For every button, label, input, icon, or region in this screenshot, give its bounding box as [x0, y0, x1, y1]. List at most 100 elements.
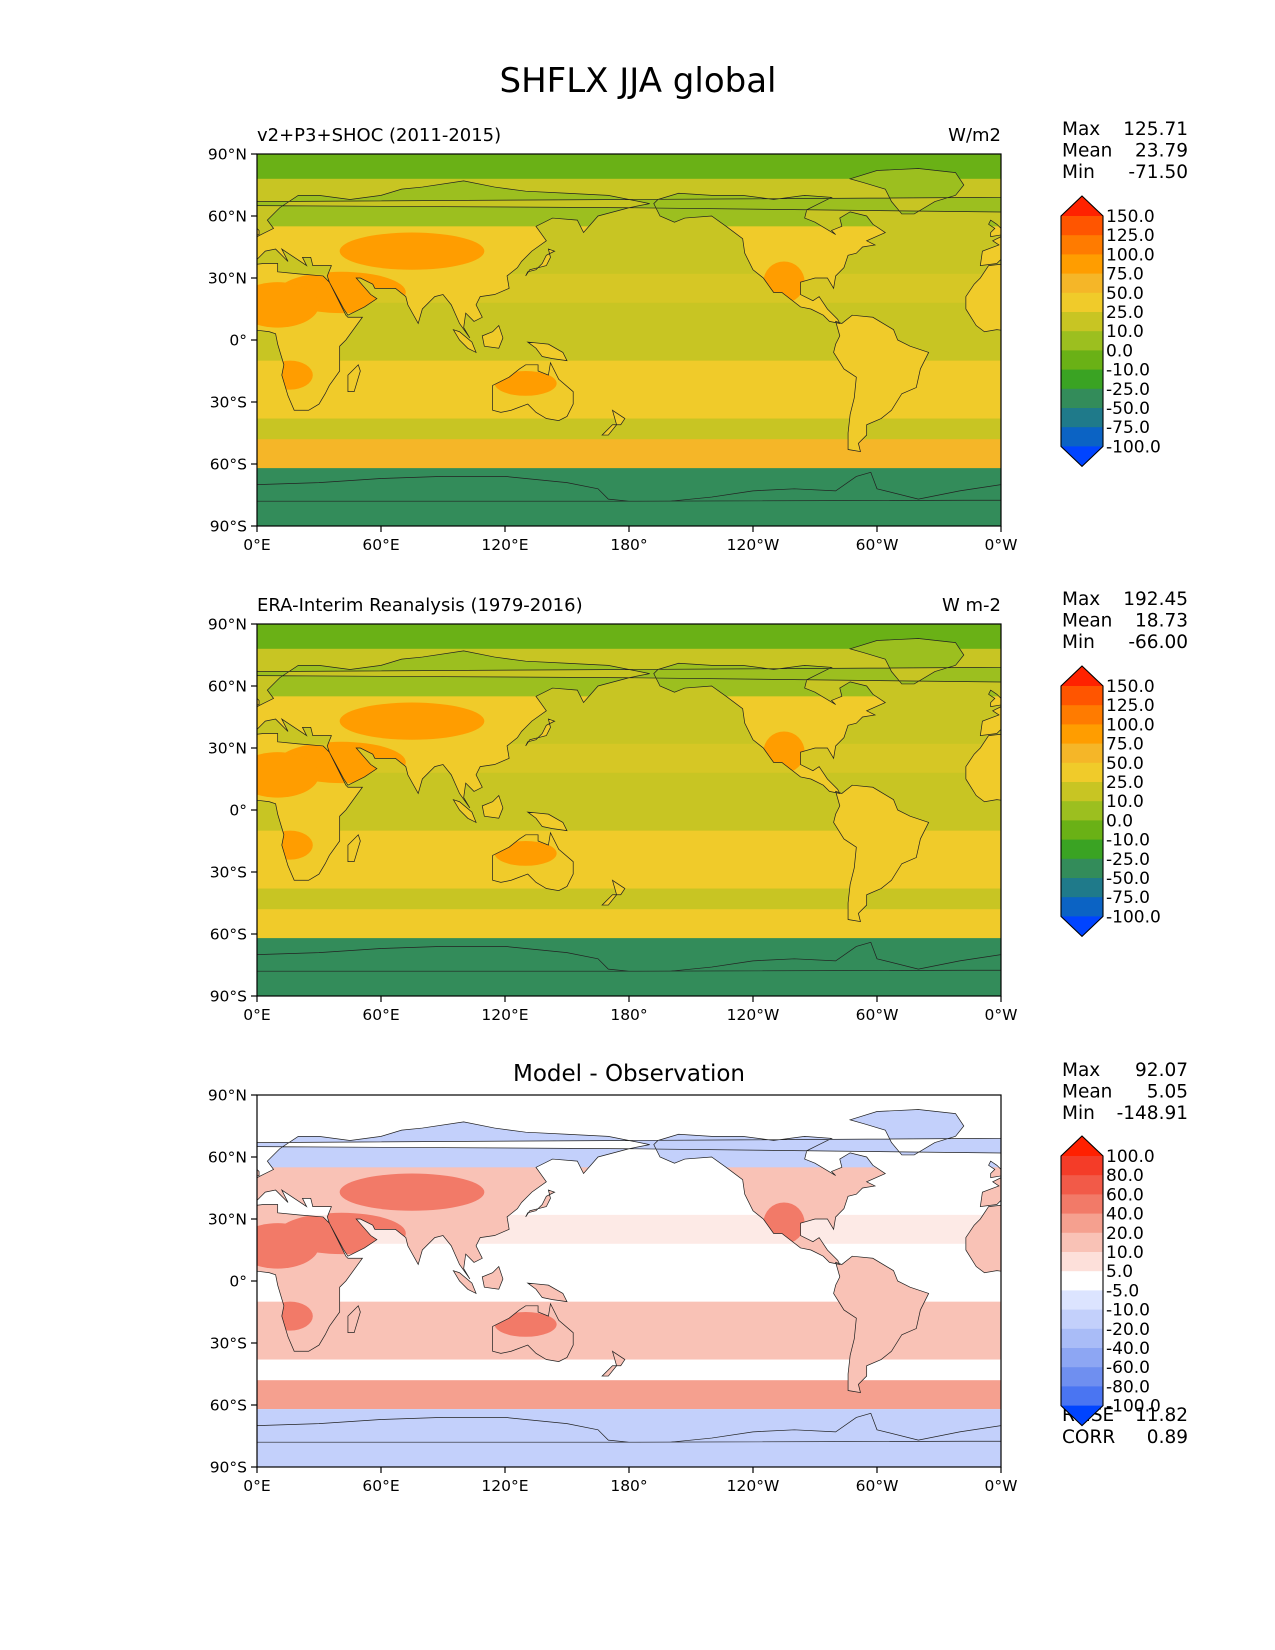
colorbar-label: 100.0 — [1106, 245, 1155, 265]
x-tick-label: 120°E — [481, 536, 528, 554]
colorbar-segment — [1061, 350, 1103, 370]
colorbar-label: -10.0 — [1106, 361, 1150, 381]
x-tick-label: 0°E — [243, 536, 270, 554]
colorbar-label: 10.0 — [1106, 1243, 1144, 1263]
map-area-observation — [257, 624, 1001, 996]
colorbar-segment — [1061, 1309, 1103, 1330]
colorbar-label: -10.0 — [1106, 831, 1150, 851]
stat-label: Min — [1062, 1103, 1095, 1124]
x-tick-label: 60°E — [362, 1477, 399, 1495]
colorbar-segment — [1061, 1348, 1103, 1368]
colorbar-label: 100.0 — [1106, 715, 1155, 735]
colorbar-extend-min — [1061, 916, 1103, 937]
right-title-model: W/m2 — [948, 125, 1001, 146]
y-tick-label: 90°S — [210, 518, 247, 536]
colorbar-segment — [1061, 743, 1103, 764]
y-tick-label: 90°S — [210, 1459, 247, 1477]
stat-label: Mean — [1062, 611, 1112, 632]
field-observation — [257, 624, 1001, 996]
x-tick-label: 0°W — [985, 536, 1018, 554]
colorbar-segment — [1061, 1328, 1103, 1349]
colorbar-label: 0.0 — [1106, 341, 1133, 361]
extra-stat-value: 11.82 — [1135, 1405, 1188, 1426]
colorbar-segment — [1061, 897, 1103, 917]
y-tick-label: 30°N — [208, 740, 247, 758]
colorbar-label: 0.0 — [1106, 811, 1133, 831]
colorbar-segment — [1061, 1175, 1103, 1195]
panel-model: v2+P3+SHOC (2011-2015) W/m2 0°E 60°E 120°E… — [208, 119, 1188, 555]
colorbar-segment — [1061, 1213, 1103, 1234]
y-tick-label: 30°S — [210, 394, 247, 412]
stat-value: 192.45 — [1123, 589, 1188, 610]
colorbar-label: 25.0 — [1106, 773, 1144, 793]
field-difference — [257, 1095, 1001, 1467]
colorbar-segment — [1061, 1290, 1103, 1310]
colorbar-label: 40.0 — [1106, 1205, 1144, 1225]
colorbar-segment — [1061, 292, 1103, 313]
colorbar-label: 25.0 — [1106, 303, 1144, 323]
colorbar-extend-min — [1061, 1405, 1103, 1426]
stat-label: Max — [1062, 1060, 1100, 1081]
y-tick-label: 60°S — [210, 1397, 247, 1415]
stat-value: -148.91 — [1117, 1103, 1188, 1124]
colorbar-label: -60.0 — [1106, 1358, 1150, 1378]
y-tick-label: 0° — [229, 802, 247, 820]
colorbar-segment — [1061, 1194, 1103, 1214]
colorbar-label: 80.0 — [1106, 1166, 1144, 1186]
colorbar-label: 75.0 — [1106, 265, 1144, 285]
colorbar-segment — [1061, 331, 1103, 351]
colorbar-label: -25.0 — [1106, 380, 1150, 400]
colorbar-model: 150.0125.0100.075.050.025.010.00.0-10.0-… — [1060, 195, 1161, 468]
stat-label: Mean — [1062, 141, 1112, 162]
panel-observation: ERA-Interim Reanalysis (1979-2016) W m-2… — [208, 589, 1188, 1024]
colorbar-observation: 150.0125.0100.075.050.025.010.00.0-10.0-… — [1060, 665, 1161, 938]
y-tick-label: 60°S — [210, 456, 247, 474]
colorbar-segment — [1061, 273, 1103, 294]
extra-stat-value: 0.89 — [1147, 1427, 1188, 1448]
colorbar-segment — [1061, 839, 1103, 860]
colorbar-segment — [1061, 369, 1103, 390]
stat-value: -71.50 — [1128, 162, 1188, 183]
map-area-model — [257, 154, 1001, 526]
colorbar-label: -100.0 — [1106, 437, 1161, 457]
x-tick-label: 120°E — [481, 1477, 528, 1495]
colorbar-label: 100.0 — [1106, 1147, 1155, 1167]
stat-label: Min — [1062, 632, 1095, 653]
stat-value: 92.07 — [1135, 1060, 1188, 1081]
colorbar-segment — [1061, 427, 1103, 447]
y-tick-label: 60°N — [208, 1149, 247, 1167]
y-tick-label: 30°N — [208, 270, 247, 288]
x-tick-label: 120°W — [727, 1477, 780, 1495]
y-tick-label: 30°S — [210, 864, 247, 882]
x-tick-label: 60°W — [856, 1006, 899, 1024]
colorbar-segment — [1061, 1252, 1103, 1272]
stat-label: Max — [1062, 589, 1100, 610]
x-tick-label: 120°E — [481, 1006, 528, 1024]
stat-label: Min — [1062, 162, 1095, 183]
colorbar-segment — [1061, 705, 1103, 725]
stat-value: 23.79 — [1135, 141, 1188, 162]
colorbar-extend-max — [1061, 196, 1103, 216]
colorbar-segment — [1061, 1156, 1103, 1176]
colorbar-label: -25.0 — [1106, 850, 1150, 870]
colorbar-label: -40.0 — [1106, 1339, 1150, 1359]
colorbar-segment — [1061, 254, 1103, 274]
stat-value: 125.71 — [1123, 119, 1188, 140]
colorbar-segment — [1061, 724, 1103, 744]
y-tick-label: 90°N — [208, 1087, 247, 1105]
colorbar-segment — [1061, 782, 1103, 802]
x-tick-label: 60°W — [856, 536, 899, 554]
panel-difference: Model - Observation 0°E 60°E 120°E 180° 120°… — [208, 1060, 1188, 1495]
y-tick-label: 60°N — [208, 678, 247, 696]
colorbar-label: 10.0 — [1106, 792, 1144, 812]
colorbar-extend-max — [1061, 1136, 1103, 1156]
stats-difference: Max92.07Mean5.05Min-148.91RMSE11.82CORR0… — [1062, 1060, 1188, 1448]
stat-value: 18.73 — [1135, 611, 1188, 632]
x-tick-label: 60°W — [856, 1477, 899, 1495]
colorbar-segment — [1061, 820, 1103, 840]
axis-ticks-model: 0°E 60°E 120°E 180° 120°W 60°W 0°W 90°N 60°N 30°N… — [208, 146, 1018, 555]
colorbar-label: 60.0 — [1106, 1185, 1144, 1205]
colorbar-label: -50.0 — [1106, 869, 1150, 889]
colorbar-segment — [1061, 858, 1103, 879]
